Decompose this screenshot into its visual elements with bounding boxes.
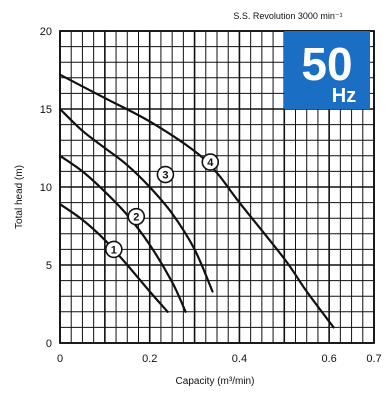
speed-annotation: S.S. Revolution 3000 min⁻¹: [233, 11, 342, 21]
frequency-badge: 50 Hz: [284, 31, 370, 109]
curve-label-4: 4: [207, 157, 214, 169]
frequency-unit: Hz: [332, 85, 356, 107]
curve-2: [58, 154, 187, 313]
y-tick-label: 5: [46, 260, 52, 272]
curve-label-circle: [156, 165, 175, 184]
y-axis-label: Total head (m): [14, 165, 25, 229]
curve-label-1: 1: [111, 244, 117, 256]
y-tick-label: 0: [46, 338, 52, 350]
curve-label-circle: [105, 240, 123, 259]
curve-3: [58, 107, 214, 293]
frequency-value: 50: [301, 38, 352, 90]
curve-label-circle: [201, 153, 220, 171]
x-tick-label: 0.6: [321, 353, 336, 365]
curve-label-circle: [127, 207, 146, 226]
curve-label-2: 2: [133, 212, 139, 224]
y-tick-label: 15: [40, 104, 52, 116]
plot-frame: [59, 30, 375, 344]
tick-labels: 0 0.2 0.4 0.6 0.7 0 5 10 15 20: [40, 26, 382, 365]
x-tick-label: 0.4: [232, 353, 247, 365]
x-tick-label: 0.2: [142, 353, 157, 365]
curve-labels: 1 2 3 4: [105, 153, 220, 259]
performance-curves: [58, 73, 335, 329]
y-tick-label: 20: [40, 26, 52, 38]
y-tick-label: 10: [40, 182, 52, 194]
curve-label-3: 3: [162, 170, 168, 182]
x-tick-label: 0.7: [366, 353, 381, 365]
x-tick-label: 0: [57, 353, 63, 365]
x-axis-label: Capacity (m³/min): [176, 376, 255, 387]
frequency-badge-box: [284, 31, 370, 109]
curve-4: [58, 73, 335, 329]
